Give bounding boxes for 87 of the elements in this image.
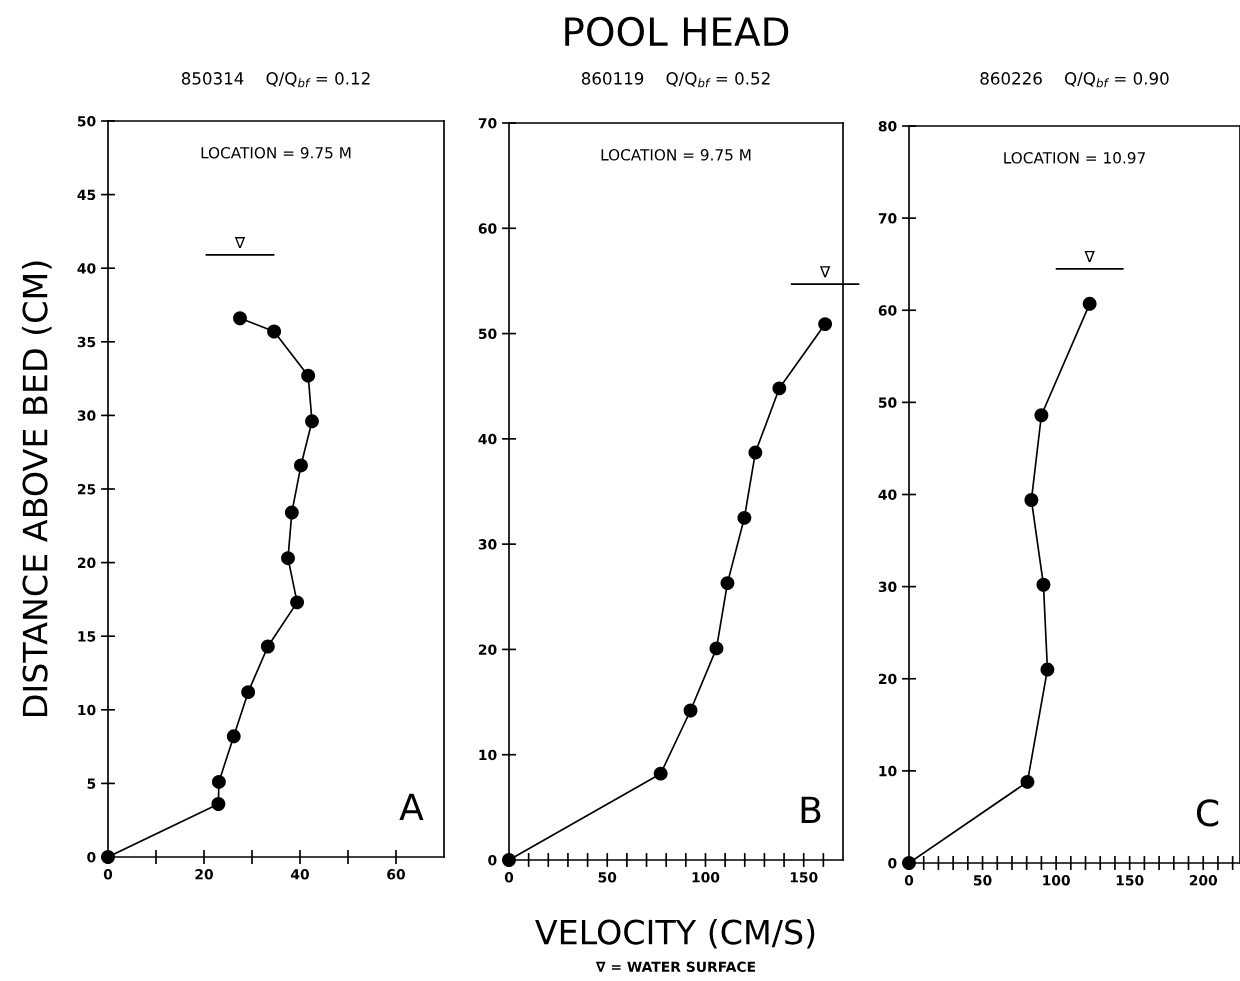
annotation: LOCATION = 9.75 M — [601, 149, 751, 161]
point — [653, 766, 668, 781]
y-tick-label: 40 — [77, 263, 96, 274]
point — [683, 703, 698, 718]
point — [1040, 662, 1055, 677]
y-tick-label: 70 — [478, 117, 497, 129]
annotation: A — [399, 793, 424, 821]
point — [294, 458, 308, 473]
ref-line-label: ∇ — [1084, 250, 1095, 262]
annotation: C — [1196, 799, 1219, 827]
y-tick-label: 0 — [87, 851, 96, 863]
y-tick-label: 10 — [78, 704, 96, 716]
x-tick-label: 100 — [692, 872, 720, 883]
y-tick-label: 15 — [78, 631, 96, 642]
point — [290, 595, 305, 610]
x-tick-label: 40 — [290, 869, 309, 880]
ref-line-label: ∇ — [819, 266, 831, 278]
point — [233, 311, 247, 326]
y-tick-label: 10 — [479, 749, 497, 761]
y-tick-label: 60 — [878, 305, 897, 316]
point — [1036, 577, 1051, 592]
x-tick-label: 60 — [387, 869, 405, 880]
point — [305, 414, 319, 429]
y-tick-label: 10 — [879, 765, 897, 777]
x-tick-label: 50 — [598, 872, 617, 883]
y-tick-label: 45 — [77, 189, 96, 201]
y-tick-label: 40 — [478, 433, 497, 445]
y-tick-label: 40 — [878, 489, 897, 500]
x-tick-label: 0 — [504, 872, 514, 883]
x-tick-label: 150 — [790, 872, 818, 883]
y-axis-title: DISTANCE ABOVE BED (CM) — [21, 261, 52, 717]
x-tick-label: 100 — [1043, 875, 1070, 886]
text: ∇ = WATER SURFACE — [595, 961, 756, 973]
point — [284, 505, 299, 520]
y-tick-label: 35 — [77, 336, 96, 348]
point — [241, 685, 256, 700]
point — [709, 641, 724, 656]
x-tick-label: 50 — [973, 875, 992, 886]
y-tick-label: 50 — [77, 115, 96, 127]
y-tick-label: 80 — [878, 120, 897, 132]
annotation: B — [801, 796, 821, 824]
point — [301, 368, 316, 383]
x-tick-label: 0 — [103, 869, 113, 880]
annotation: LOCATION = 10.97 — [1004, 152, 1145, 164]
x-tick-label: 20 — [195, 869, 213, 880]
point — [101, 850, 115, 864]
point — [260, 639, 275, 654]
point — [1024, 493, 1039, 507]
point — [281, 551, 295, 566]
y-tick-label: 60 — [478, 223, 497, 234]
point — [211, 797, 226, 811]
x-tick-label: 150 — [1116, 875, 1144, 886]
chart-subtitle: 860226 Q/Q$_{bf}$ = 0.90 — [980, 72, 1169, 88]
chart-subtitle: 850314 Q/Q$_{bf}$ = 0.12 — [181, 72, 370, 88]
y-tick-label: 20 — [77, 557, 96, 569]
y-tick-label: 5 — [87, 778, 96, 789]
y-tick-label: 0 — [488, 854, 497, 866]
point — [1082, 296, 1097, 311]
chart-title: POOL HEAD — [565, 16, 789, 47]
point — [1034, 408, 1049, 423]
y-tick-label: 30 — [478, 539, 497, 550]
point — [720, 576, 735, 591]
y-tick-label: 50 — [878, 397, 897, 408]
y-tick-label: 50 — [478, 328, 497, 340]
y-tick-label: 0 — [888, 857, 897, 869]
x-axis-title: VELOCITY (CM/S) — [535, 918, 815, 949]
y-tick-label: 70 — [878, 213, 897, 224]
annotation: LOCATION = 9.75 M — [201, 147, 351, 159]
point — [211, 774, 226, 789]
x-tick-label: 0 — [904, 875, 914, 886]
y-tick-label: 30 — [77, 410, 96, 421]
y-tick-label: 20 — [878, 673, 897, 685]
point — [267, 324, 282, 339]
point — [1020, 774, 1035, 789]
point — [818, 317, 833, 332]
x-tick-label: 200 — [1189, 875, 1218, 886]
y-tick-label: 30 — [878, 581, 897, 593]
ref-line-label: ∇ — [234, 237, 246, 249]
point — [502, 853, 516, 867]
y-tick-label: 25 — [77, 483, 96, 495]
point — [902, 856, 916, 870]
point — [737, 510, 752, 525]
point — [748, 445, 763, 460]
y-tick-label: 20 — [478, 644, 497, 655]
point — [772, 381, 787, 396]
point — [226, 729, 241, 744]
chart-subtitle: 860119 Q/Q$_{bf}$ = 0.52 — [581, 72, 770, 88]
